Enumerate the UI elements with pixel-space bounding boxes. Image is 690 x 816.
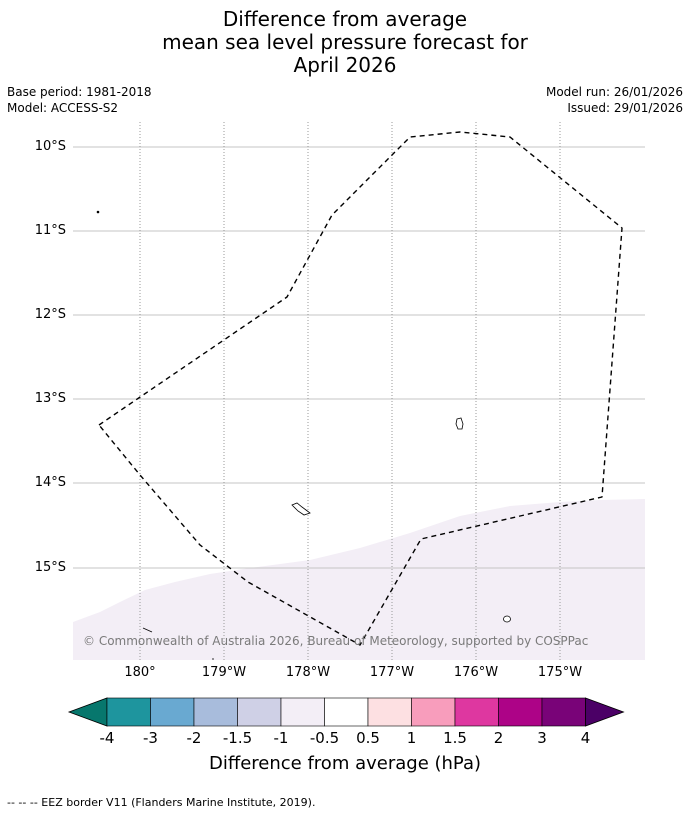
- colorbar-segment: [498, 697, 543, 727]
- title-line-1: Difference from average: [222, 7, 468, 31]
- lat-label-14s: 14°S: [34, 475, 66, 490]
- island-wallis: [291, 502, 311, 516]
- colorbar-tick-label: 3: [537, 729, 547, 747]
- island-futuna: [455, 417, 464, 430]
- map-title: Difference from average mean sea level p…: [0, 8, 690, 77]
- colorbar-segment: [150, 697, 195, 727]
- colorbar-title: Difference from average (hPa): [208, 753, 482, 774]
- model-name: Model: ACCESS-S2: [7, 101, 119, 115]
- lat-label-12s: 12°S: [34, 307, 66, 322]
- base-period: Base period: 1981-2018: [7, 85, 152, 99]
- islands: [96, 210, 511, 660]
- colorbar-tick-label: -1: [273, 729, 289, 747]
- colorbar-tick-label: -2: [186, 729, 202, 747]
- colorbar-segment: [367, 697, 412, 727]
- lat-label-11s: 11°S: [34, 223, 66, 238]
- colorbar-tick-label: 4: [580, 729, 591, 747]
- lon-label-177w: 177°W: [369, 665, 415, 680]
- colorbar: [67, 697, 625, 727]
- colorbar-segment: [280, 697, 325, 727]
- colorbar-tick-label: -3: [143, 729, 158, 747]
- title-line-3: April 2026: [293, 53, 397, 77]
- colorbar-segment: [324, 697, 369, 727]
- model-run: Model run: 26/01/2026: [545, 85, 683, 99]
- lon-label-180: 180°: [124, 665, 156, 680]
- island-niuafoou: [503, 615, 511, 623]
- colorbar-segment: [193, 697, 238, 727]
- colorbar-tick-label: 2: [493, 729, 504, 747]
- colorbar-segment: [411, 697, 456, 727]
- eez-border: [98, 131, 623, 646]
- lon-label-175w: 175°W: [537, 665, 583, 680]
- colorbar-segment: [541, 697, 586, 727]
- colorbar-tick-label: -4: [99, 729, 115, 747]
- lat-label-13s: 13°S: [34, 391, 66, 406]
- copyright-text: © Commonwealth of Australia 2026, Bureau…: [83, 634, 589, 648]
- colorbar-tick-label: -0.5: [309, 729, 340, 747]
- lon-label-176w: 176°W: [453, 665, 499, 680]
- colorbar-tick-label: 0.5: [356, 729, 380, 747]
- colorbar-tick-label: 1.5: [443, 729, 467, 747]
- meta-right: Model run: 26/01/2026 Issued: 29/01/2026: [546, 84, 683, 116]
- colorbar-tick-label: -1.5: [222, 729, 253, 747]
- colorbar-segment: [106, 697, 151, 727]
- colorbar-extend-high: [585, 697, 625, 727]
- issued-date: Issued: 29/01/2026: [567, 101, 683, 115]
- title-line-2: mean sea level pressure forecast for: [162, 30, 528, 54]
- colorbar-segment: [454, 697, 499, 727]
- island-speck: [96, 210, 100, 214]
- lat-label-10s: 10°S: [34, 139, 66, 154]
- lon-label-179w: 179°W: [201, 665, 247, 680]
- colorbar-segment: [237, 697, 282, 727]
- island-reef: [142, 627, 153, 633]
- meta-left: Base period: 1981-2018 Model: ACCESS-S2: [7, 84, 152, 116]
- lon-label-178w: 178°W: [285, 665, 331, 680]
- colorbar-tick-label: 1: [406, 729, 417, 747]
- latitude-gridlines: [73, 146, 645, 569]
- lat-label-15s: 15°S: [34, 560, 66, 575]
- eez-footnote: -- -- -- EEZ border V11 (Flanders Marine…: [7, 796, 316, 809]
- colorbar-extend-low: [67, 697, 108, 727]
- anomaly-region-0-5-to-1: [73, 499, 645, 660]
